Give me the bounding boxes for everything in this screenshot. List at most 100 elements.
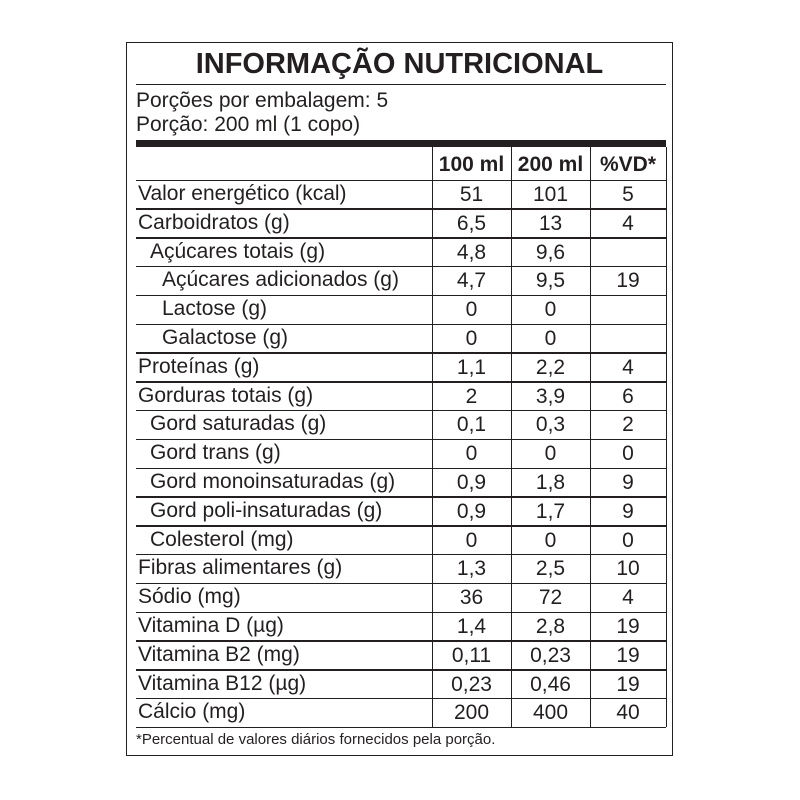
title: INFORMAÇÃO NUTRICIONAL <box>195 48 604 80</box>
row-rule <box>136 294 666 297</box>
row-rule <box>136 208 666 210</box>
cell-value: 0,23 <box>530 643 571 667</box>
row-label: Cálcio (mg) <box>138 700 246 724</box>
cell-value: 19 <box>616 643 640 667</box>
column-rule <box>665 147 667 728</box>
cell-value: 9,5 <box>535 269 566 293</box>
row-label: Proteínas (g) <box>138 354 260 378</box>
cell-value: 1,4 <box>456 615 487 638</box>
row-label: Gorduras totais (g) <box>138 383 314 407</box>
cell-value: 0,46 <box>530 672 571 696</box>
row-label: Lactose (g) <box>162 297 268 321</box>
cell-value: 0,9 <box>456 471 487 494</box>
row-rule <box>136 611 666 613</box>
row-label: Carboidratos (g) <box>138 210 290 234</box>
row-label: Vitamina B12 (µg) <box>138 671 307 695</box>
row-rule <box>136 496 666 498</box>
cell-value: 51 <box>459 183 484 206</box>
cell-value: 0 <box>544 442 557 466</box>
cell-value: 4 <box>622 586 634 610</box>
thick-rule <box>136 140 666 147</box>
cell-value: 0 <box>465 298 478 322</box>
rule <box>136 84 666 85</box>
row-rule <box>136 352 666 354</box>
row-rule <box>136 381 666 383</box>
column-header: 200 ml <box>517 153 584 176</box>
cell-value: 4,8 <box>456 240 487 264</box>
cell-value: 5 <box>622 183 634 206</box>
cell-value: 40 <box>616 701 640 725</box>
row-label: Vitamina B2 (mg) <box>138 642 300 666</box>
cell-value: 0,1 <box>456 413 487 437</box>
row-rule <box>136 179 666 181</box>
row-rule <box>136 409 666 412</box>
row-label: Gord monoinsaturadas (g) <box>150 470 396 493</box>
cell-value: 4 <box>622 355 634 379</box>
cell-value: 72 <box>538 586 563 610</box>
row-label: Gord poli-insaturadas (g) <box>150 498 383 522</box>
cell-value: 19 <box>616 269 640 293</box>
cell-value: 19 <box>616 615 640 638</box>
row-label: Fibras alimentares (g) <box>138 556 343 580</box>
cell-value: 0 <box>465 528 478 552</box>
footnote: *Percentual de valores diários fornecido… <box>136 731 496 749</box>
row-label: Gord saturadas (g) <box>150 412 327 436</box>
row-rule <box>136 553 666 556</box>
row-label: Gord trans (g) <box>150 441 281 465</box>
row-rule <box>136 697 666 700</box>
cell-value: 10 <box>616 557 640 581</box>
cell-value: 101 <box>532 183 569 206</box>
row-label: Açúcares totais (g) <box>150 239 326 263</box>
cell-value: 2,8 <box>535 615 566 638</box>
cell-value: 0 <box>622 528 634 552</box>
portion-text: Porção: 200 ml (1 copo) <box>136 113 361 136</box>
cell-value: 3,9 <box>535 384 566 408</box>
cell-value: 0,23 <box>451 672 492 696</box>
row-rule <box>136 640 666 642</box>
column-rule <box>510 147 512 728</box>
row-label: Açúcares adicionados (g) <box>162 268 399 292</box>
row-label: Sódio (mg) <box>138 585 241 609</box>
cell-value: 9 <box>622 471 634 494</box>
cell-value: 0 <box>544 327 557 350</box>
cell-value: 0 <box>622 442 634 466</box>
cell-value: 0,11 <box>451 643 492 667</box>
row-rule <box>136 525 666 527</box>
cell-value: 0 <box>465 327 478 350</box>
nutrition-panel <box>126 42 673 756</box>
row-rule <box>136 726 666 729</box>
cell-value: 6,5 <box>456 211 487 235</box>
cell-value: 9,6 <box>535 240 566 264</box>
row-label: Galactose (g) <box>162 326 289 349</box>
column-rule <box>589 147 591 728</box>
cell-value: 2,2 <box>535 355 566 379</box>
row-label: Vitamina D (µg) <box>138 614 284 637</box>
cell-value: 19 <box>616 672 640 696</box>
cell-value: 2,5 <box>535 557 566 581</box>
cell-value: 13 <box>538 211 563 235</box>
cell-value: 4 <box>622 211 634 235</box>
cell-value: 1,7 <box>535 499 566 523</box>
column-rule <box>431 147 433 728</box>
row-rule <box>136 669 666 671</box>
cell-value: 6 <box>622 384 634 408</box>
cell-value: 2 <box>465 384 478 408</box>
row-rule <box>136 323 666 325</box>
cell-value: 0 <box>465 442 478 466</box>
portion-text: Porções por embalagem: 5 <box>136 89 389 112</box>
cell-value: 400 <box>532 701 569 725</box>
cell-value: 36 <box>459 586 484 610</box>
cell-value: 1,3 <box>456 557 487 581</box>
row-rule <box>136 438 666 441</box>
cell-value: 9 <box>622 499 634 523</box>
row-rule <box>136 265 666 268</box>
cell-value: 0,9 <box>456 499 487 523</box>
column-header: 100 ml <box>438 153 505 176</box>
cell-value: 1,1 <box>456 355 487 379</box>
row-label: Colesterol (mg) <box>150 527 294 551</box>
cell-value: 2 <box>622 413 634 437</box>
row-rule <box>136 237 666 239</box>
row-label: Valor energético (kcal) <box>138 182 347 205</box>
cell-value: 0 <box>544 298 557 322</box>
